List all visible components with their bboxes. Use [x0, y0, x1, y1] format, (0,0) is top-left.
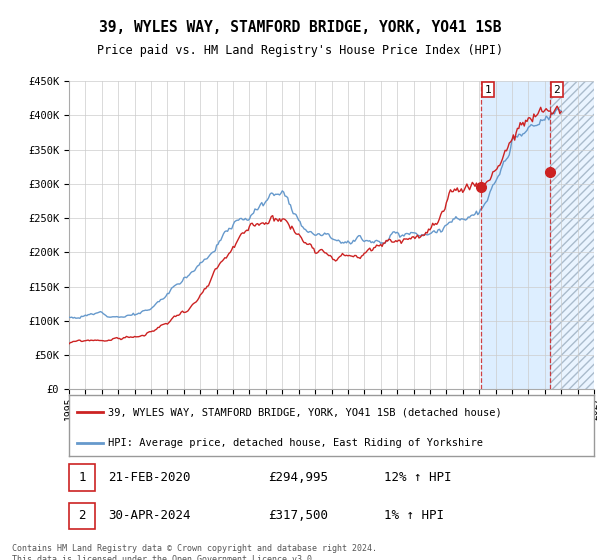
- Text: £294,995: £294,995: [269, 471, 329, 484]
- Text: 1: 1: [484, 85, 491, 95]
- Text: Contains HM Land Registry data © Crown copyright and database right 2024.
This d: Contains HM Land Registry data © Crown c…: [12, 544, 377, 560]
- FancyBboxPatch shape: [69, 503, 95, 529]
- Bar: [481, 81, 550, 389]
- Text: 12% ↑ HPI: 12% ↑ HPI: [384, 471, 452, 484]
- Text: 2: 2: [553, 85, 560, 95]
- Text: 39, WYLES WAY, STAMFORD BRIDGE, YORK, YO41 1SB: 39, WYLES WAY, STAMFORD BRIDGE, YORK, YO…: [99, 21, 501, 35]
- Text: 39, WYLES WAY, STAMFORD BRIDGE, YORK, YO41 1SB (detached house): 39, WYLES WAY, STAMFORD BRIDGE, YORK, YO…: [109, 407, 502, 417]
- Text: £317,500: £317,500: [269, 510, 329, 522]
- Text: 30-APR-2024: 30-APR-2024: [109, 510, 191, 522]
- Text: 1: 1: [79, 471, 86, 484]
- Text: 1% ↑ HPI: 1% ↑ HPI: [384, 510, 444, 522]
- Bar: [550, 81, 594, 389]
- Text: HPI: Average price, detached house, East Riding of Yorkshire: HPI: Average price, detached house, East…: [109, 438, 484, 448]
- Text: 21-FEB-2020: 21-FEB-2020: [109, 471, 191, 484]
- Bar: [550, 81, 594, 389]
- Text: Price paid vs. HM Land Registry's House Price Index (HPI): Price paid vs. HM Land Registry's House …: [97, 44, 503, 57]
- Text: 2: 2: [79, 510, 86, 522]
- FancyBboxPatch shape: [69, 464, 95, 491]
